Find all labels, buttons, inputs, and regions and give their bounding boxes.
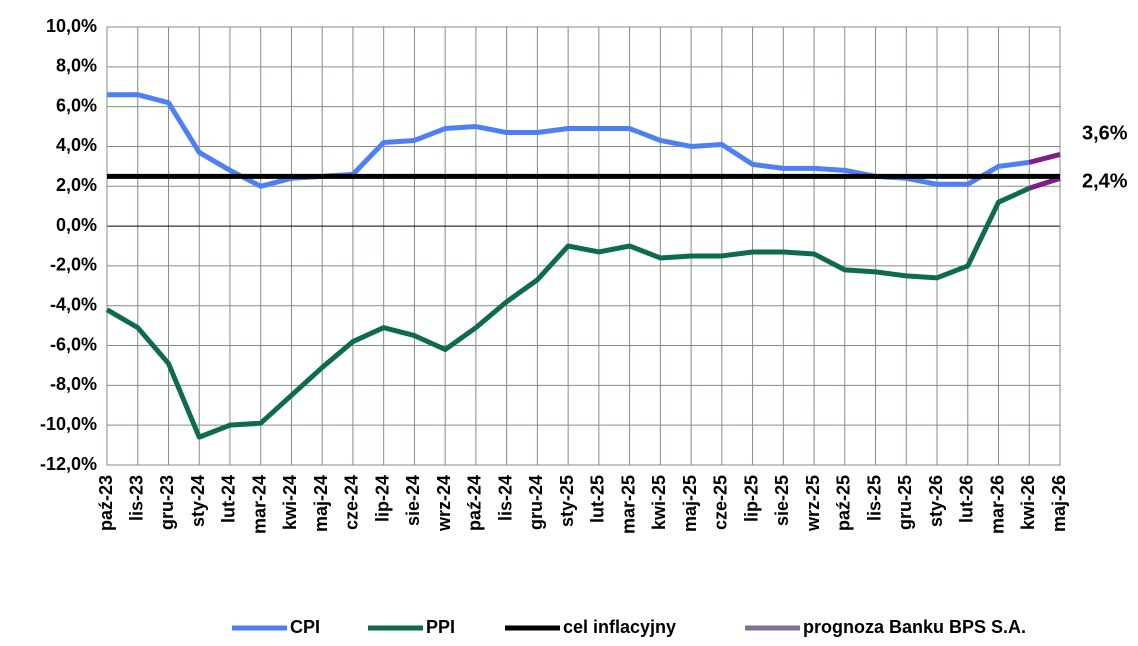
y-tick-label: -12,0% <box>40 454 97 474</box>
x-tick-label: mar-26 <box>987 475 1007 534</box>
legend-label: prognoza Banku BPS S.A. <box>803 617 1026 637</box>
y-tick-label: -4,0% <box>50 294 97 314</box>
x-tick-label: sty-24 <box>188 475 208 527</box>
x-tick-label: maj-26 <box>1049 475 1069 532</box>
x-tick-label: wrz-24 <box>434 475 454 532</box>
x-tick-label: mar-25 <box>618 475 638 534</box>
x-tick-label: lis-25 <box>864 475 884 521</box>
x-tick-label: sty-26 <box>926 475 946 527</box>
x-tick-label: lut-25 <box>588 475 608 523</box>
legend-label: CPI <box>290 617 320 637</box>
x-tick-label: paź-23 <box>96 475 116 531</box>
x-tick-label: lut-24 <box>219 475 239 523</box>
series-line <box>1028 175 1061 191</box>
x-tick-label: maj-24 <box>311 475 331 532</box>
x-tick-label: gru-25 <box>895 475 915 530</box>
y-tick-label: -6,0% <box>50 334 97 354</box>
x-tick-label: wrz-25 <box>803 475 823 532</box>
x-tick-label: lip-24 <box>372 475 392 522</box>
x-tick-label: gru-24 <box>526 475 546 530</box>
series-line <box>105 185 1031 440</box>
y-tick-label: -8,0% <box>50 374 97 394</box>
x-tick-label: gru-23 <box>157 475 177 530</box>
x-tick-label: sty-25 <box>557 475 577 527</box>
x-tick-label: lip-25 <box>741 475 761 522</box>
x-tick-label: cze-24 <box>342 475 362 530</box>
legend-label: cel inflacyjny <box>563 617 676 637</box>
y-tick-label: 6,0% <box>56 95 97 115</box>
x-tick-label: maj-25 <box>680 475 700 532</box>
x-tick-label: paź-24 <box>465 475 485 531</box>
legend-label: PPI <box>426 617 455 637</box>
x-tick-label: lis-23 <box>126 475 146 521</box>
y-tick-label: 2,0% <box>56 175 97 195</box>
x-tick-label: kwi-25 <box>649 475 669 530</box>
y-tick-label: 8,0% <box>56 56 97 76</box>
series-line <box>1028 151 1061 165</box>
y-tick-label: 4,0% <box>56 135 97 155</box>
x-tick-label: sie-24 <box>403 475 423 526</box>
x-tick-label: cze-25 <box>711 475 731 530</box>
y-tick-label: 10,0% <box>46 16 97 36</box>
y-tick-label: -2,0% <box>50 255 97 275</box>
x-tick-label: kwi-26 <box>1018 475 1038 530</box>
value-label: 3,6% <box>1082 123 1128 145</box>
x-tick-label: sie-25 <box>772 475 792 526</box>
y-tick-label: 0,0% <box>56 215 97 235</box>
x-tick-label: lut-26 <box>957 475 977 523</box>
y-tick-label: -10,0% <box>40 414 97 434</box>
x-tick-label: lis-24 <box>495 475 515 521</box>
x-tick-label: kwi-24 <box>280 475 300 530</box>
plot-frame <box>106 26 1061 466</box>
x-tick-label: paź-25 <box>834 475 854 531</box>
value-label: 2,4% <box>1082 171 1128 193</box>
x-tick-label: mar-24 <box>249 475 269 534</box>
